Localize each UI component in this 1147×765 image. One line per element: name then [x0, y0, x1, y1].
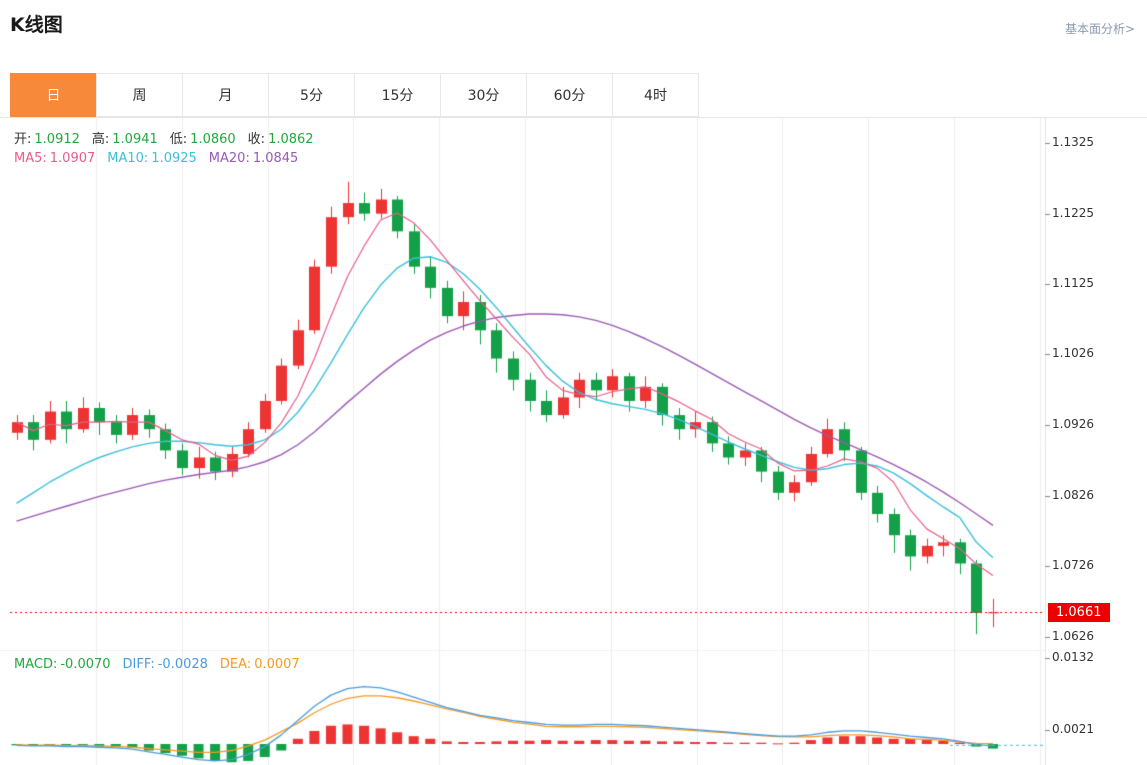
tab-周[interactable]: 周 — [96, 73, 183, 117]
legend-item: 高: 1.0941 — [91, 132, 158, 147]
price-axis-label: 1.0826 — [1052, 487, 1094, 502]
legend-item: 开: 1.0912 — [14, 132, 80, 147]
price-axis-label: 1.0726 — [1052, 558, 1094, 573]
last-price-badge: 1.0661 — [1048, 603, 1110, 622]
page-title: K线图 — [10, 14, 63, 36]
price-axis-label: 1.1125 — [1052, 276, 1094, 291]
price-axis-label: 1.0926 — [1052, 416, 1094, 431]
tab-30分[interactable]: 30分 — [440, 73, 527, 117]
legend-item: MA20: 1.0845 — [208, 151, 299, 166]
fundamental-analysis-link[interactable]: 基本面分析> — [1064, 22, 1135, 36]
legend-item: MA5: 1.0907 — [14, 151, 96, 166]
legend-item: MACD: -0.0070 — [14, 657, 111, 672]
macd-axis-label: 0.0021 — [1052, 722, 1094, 737]
ma-legend: MA5: 1.0907 MA10: 1.0925 MA20: 1.0845 — [14, 151, 310, 166]
tab-4时[interactable]: 4时 — [612, 73, 699, 117]
tab-日[interactable]: 日 — [10, 73, 97, 117]
price-axis-label: 1.1325 — [1052, 135, 1094, 149]
legend-item: DIFF: -0.0028 — [122, 657, 208, 672]
legend-item: 收: 1.0862 — [247, 132, 314, 147]
timeframe-tabs: 日周月 5分 15分 30分 60分 4时 — [10, 73, 699, 117]
chart-top-border — [0, 117, 1147, 118]
tab-15分[interactable]: 15分 — [354, 73, 441, 117]
tab-月[interactable]: 月 — [182, 73, 269, 117]
tab-5分[interactable]: 5分 — [268, 73, 355, 117]
legend-item: MA10: 1.0925 — [107, 151, 197, 166]
macd-axis-label: 0.0132 — [1052, 650, 1094, 664]
price-axis-label: 1.1026 — [1052, 346, 1094, 361]
price-axis-label: 1.0626 — [1052, 629, 1094, 643]
price-axis-label: 1.1225 — [1052, 205, 1094, 220]
macd-legend: MACD: -0.0070 DIFF: -0.0028 DEA: 0.0007 — [14, 657, 312, 672]
legend-item: 低: 1.0860 — [169, 132, 236, 147]
legend-item: DEA: 0.0007 — [219, 657, 300, 672]
ohlc-legend: 开: 1.0912 高: 1.0941 低: 1.0860 收: 1.0862 — [14, 128, 326, 147]
tab-60分[interactable]: 60分 — [526, 73, 613, 117]
